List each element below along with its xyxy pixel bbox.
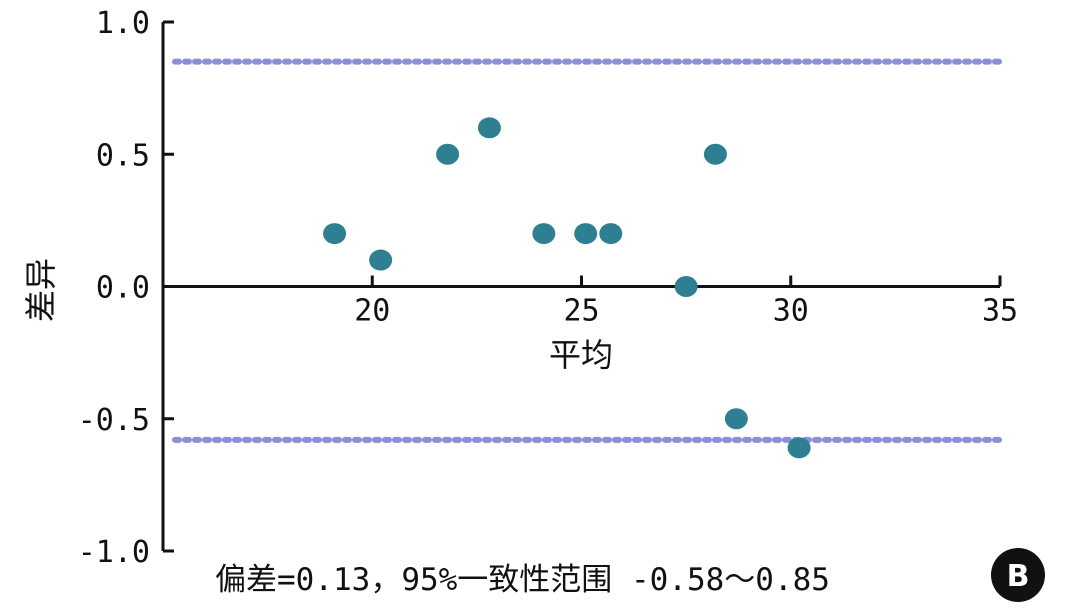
reference-lines: [172, 58, 1005, 443]
badge-letter: B: [1007, 559, 1030, 594]
data-point: [674, 276, 698, 297]
data-point: [323, 223, 347, 245]
y-tick-label: 0.0: [96, 271, 150, 306]
y-tick-label: -1.0: [78, 535, 150, 570]
data-points: [323, 117, 811, 459]
y-tick-label: 0.5: [96, 138, 150, 173]
data-point: [532, 223, 556, 245]
data-point: [369, 249, 393, 271]
chart-caption: 偏差=0.13，95%一致性范围 -0.58～0.85: [215, 562, 830, 598]
x-tick-label: 30: [773, 294, 809, 329]
data-point: [724, 408, 748, 430]
badge-circle: [991, 548, 1045, 602]
data-point: [436, 143, 460, 165]
data-point: [574, 223, 598, 245]
x-tick-label: 25: [563, 294, 599, 329]
y-tick-label: 1.0: [96, 6, 150, 41]
data-point: [787, 437, 811, 459]
y-axis-title: 差异: [22, 258, 60, 322]
x-ticks: 20 25 30 35: [354, 275, 1018, 329]
data-point: [477, 117, 501, 139]
data-point: [703, 143, 727, 165]
y-ticks: 1.0 0.5 0.0 -0.5 -1.0: [78, 6, 174, 570]
x-axis-title: 平均: [549, 336, 613, 374]
y-tick-label: -0.5: [78, 403, 150, 438]
x-tick-label: 20: [354, 294, 390, 329]
x-tick-label: 35: [982, 294, 1018, 329]
panel-badge: B: [991, 548, 1045, 602]
data-point: [599, 223, 623, 245]
